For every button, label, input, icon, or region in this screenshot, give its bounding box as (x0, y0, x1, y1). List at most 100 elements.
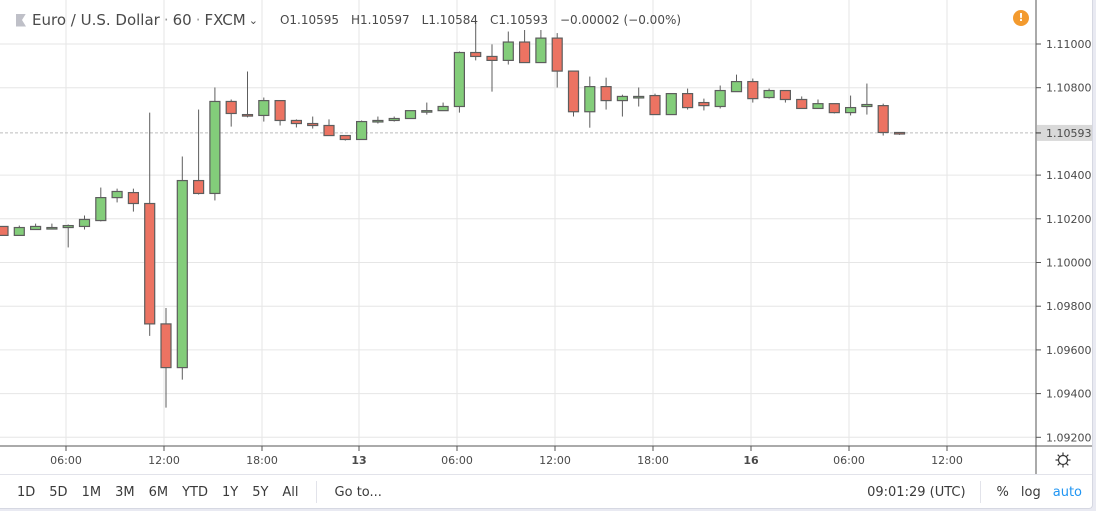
candle[interactable] (30, 223, 42, 231)
candle[interactable] (698, 98, 710, 111)
time-axis-label: 18:00 (637, 454, 669, 467)
candle[interactable] (877, 103, 889, 136)
exchange-label[interactable]: FXCM (204, 11, 246, 29)
interval-label[interactable]: 60 (172, 11, 192, 29)
candle[interactable] (551, 33, 563, 88)
open-value: O1.10595 (279, 13, 340, 27)
time-axis-label: 13 (351, 454, 366, 467)
candle[interactable] (307, 116, 319, 129)
close-value: C1.10593 (489, 13, 548, 27)
candle[interactable] (681, 88, 694, 110)
high-value: H1.10597 (351, 13, 410, 27)
candle[interactable] (779, 89, 792, 103)
chevron-down-icon[interactable]: ⌄ (248, 13, 258, 27)
symbol-logo-icon (16, 13, 26, 27)
range-3m-button[interactable]: 3M (115, 484, 135, 500)
candle[interactable] (323, 119, 335, 137)
separator: · (163, 11, 169, 29)
candle[interactable] (225, 99, 237, 127)
time-axis-label: 12:00 (148, 454, 180, 467)
warning-icon[interactable]: ! (1013, 10, 1029, 26)
candle[interactable] (600, 77, 612, 110)
goto-button[interactable]: Go to... (334, 484, 382, 500)
gear-icon[interactable] (1054, 451, 1072, 469)
candle[interactable] (356, 120, 368, 141)
candlestick-chart[interactable]: 1.11000 1.10800 1.10400 1.10200 1.10000 1.098… (0, 0, 1092, 474)
candle[interactable] (796, 96, 808, 110)
candle[interactable] (535, 30, 547, 64)
symbol-name[interactable]: Euro / U.S. Dollar (32, 11, 160, 29)
candle[interactable] (176, 156, 188, 380)
candle[interactable] (502, 31, 514, 65)
candle[interactable] (372, 116, 384, 124)
candle[interactable] (844, 95, 857, 116)
time-axis-label: 06:00 (441, 454, 473, 467)
candle[interactable] (241, 71, 254, 118)
range-ytd-button[interactable]: YTD (182, 484, 208, 500)
candle[interactable] (893, 131, 906, 135)
range-1d-button[interactable]: 1D (17, 484, 36, 500)
range-all-button[interactable]: All (282, 484, 299, 500)
price-axis-label: 1.10000 (1046, 257, 1092, 270)
candle[interactable] (258, 97, 270, 122)
candle[interactable] (0, 225, 9, 237)
candle[interactable] (633, 87, 645, 107)
candle[interactable] (209, 87, 221, 201)
price-axis-label: 1.10200 (1046, 213, 1092, 226)
candle[interactable] (584, 76, 596, 128)
time-axis-label: 18:00 (246, 454, 278, 467)
candle[interactable] (518, 30, 531, 64)
candle[interactable] (95, 187, 107, 222)
range-5d-button[interactable]: 5D (49, 484, 68, 500)
candle[interactable] (127, 188, 139, 212)
candle[interactable] (567, 70, 580, 117)
candle[interactable] (763, 88, 775, 99)
right-controls: 09:01:29 (UTC) % log auto (867, 481, 1092, 503)
candle[interactable] (46, 223, 58, 230)
range-6m-button[interactable]: 6M (148, 484, 169, 500)
candle[interactable] (78, 215, 91, 230)
candle[interactable] (747, 78, 759, 103)
price-axis-label: 1.09600 (1046, 344, 1092, 357)
candle[interactable] (470, 22, 482, 61)
date-range-buttons: 1D 5D 1M 3M 6M YTD 1Y 5Y All (10, 485, 306, 500)
candle[interactable] (388, 116, 400, 122)
candle[interactable] (453, 51, 465, 113)
candle[interactable] (13, 225, 25, 237)
candle[interactable] (812, 99, 824, 110)
candle[interactable] (160, 307, 172, 408)
candle[interactable] (274, 99, 286, 126)
candle[interactable] (437, 102, 449, 112)
last-price-label: 1.10593 (1046, 127, 1092, 140)
candle[interactable] (193, 109, 205, 195)
candle[interactable] (665, 92, 677, 116)
candle[interactable] (111, 188, 123, 203)
candle[interactable] (730, 74, 743, 93)
range-5y-button[interactable]: 5Y (252, 484, 269, 500)
range-1y-button[interactable]: 1Y (221, 484, 239, 500)
change-value: −0.00002 (−0.00%) (560, 13, 682, 27)
time-axis-label: 16 (743, 454, 759, 467)
candle[interactable] (144, 112, 156, 336)
candle[interactable] (404, 110, 417, 120)
candle[interactable] (649, 93, 661, 116)
candle[interactable] (339, 134, 351, 141)
candle[interactable] (828, 103, 840, 114)
price-axis-label: 1.10800 (1046, 82, 1092, 95)
candle[interactable] (616, 94, 629, 117)
candle[interactable] (714, 85, 726, 109)
auto-scale-toggle[interactable]: auto (1052, 484, 1082, 500)
range-1m-button[interactable]: 1M (81, 484, 102, 500)
time-axis-label: 06:00 (50, 454, 82, 467)
utc-clock[interactable]: 09:01:29 (UTC) (867, 484, 966, 500)
price-axis-label: 1.09200 (1046, 431, 1092, 444)
candle[interactable] (421, 102, 433, 115)
candle[interactable] (486, 44, 498, 92)
log-scale-toggle[interactable]: log (1020, 484, 1041, 500)
time-axis-label: 12:00 (931, 454, 963, 467)
candle[interactable] (290, 119, 302, 128)
candle[interactable] (62, 224, 74, 248)
price-axis-label: 1.09400 (1046, 388, 1092, 401)
percent-scale-toggle[interactable]: % (996, 484, 1009, 500)
candle[interactable] (861, 83, 873, 115)
